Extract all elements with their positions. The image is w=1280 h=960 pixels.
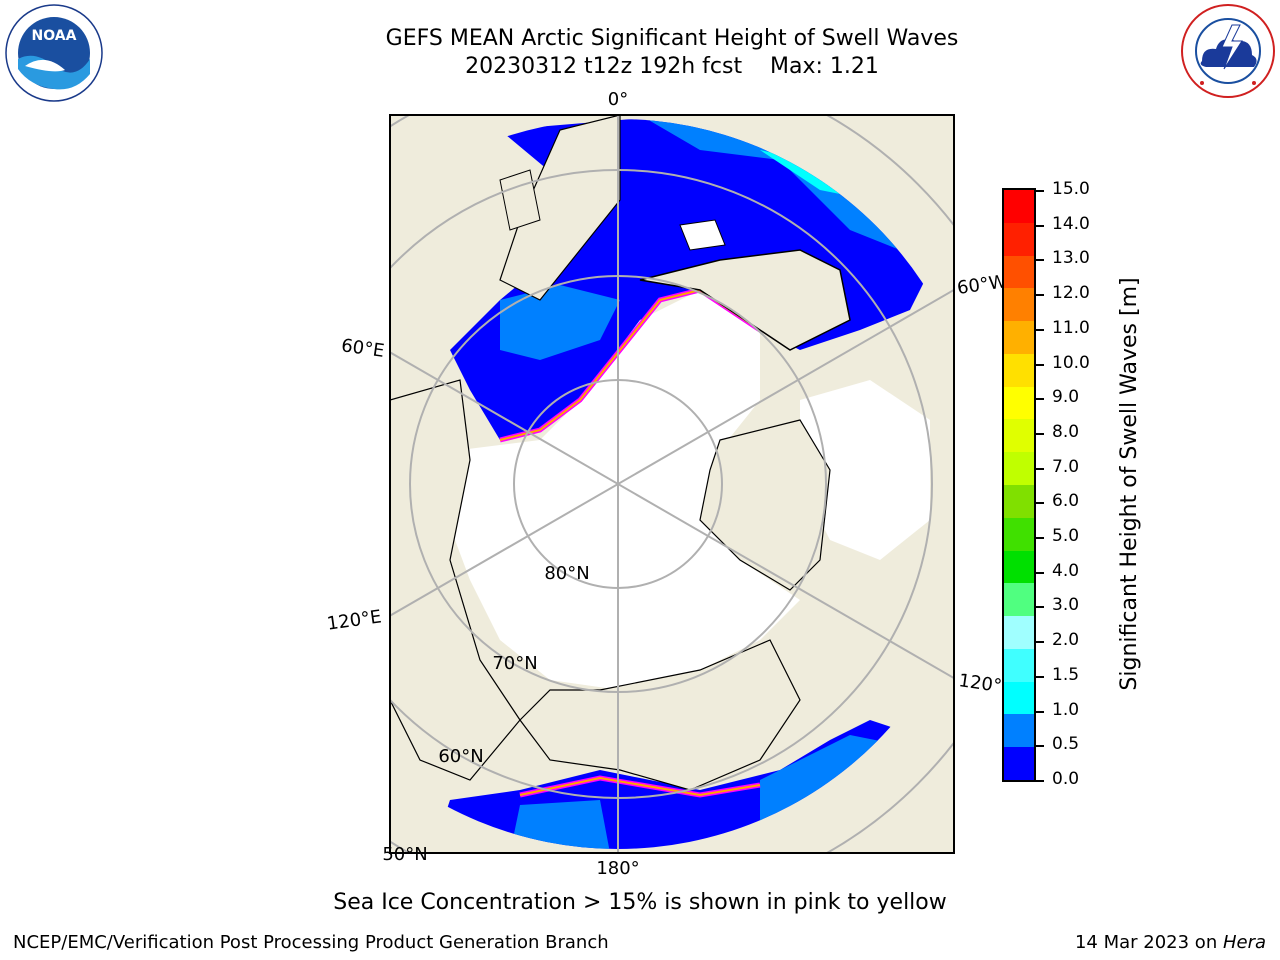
- colorbar-segment: [1004, 517, 1034, 551]
- colorbar-segment: [1004, 452, 1034, 485]
- footer-left: NCEP/EMC/Verification Post Processing Pr…: [13, 932, 609, 953]
- colorbar-segment: [1004, 222, 1034, 256]
- map-subtitle: 20230312 t12z 192h fcst Max: 1.21: [465, 54, 879, 79]
- lat-label-50: 50°N: [382, 844, 427, 865]
- ice-note: Sea Ice Concentration > 15% is shown in …: [333, 890, 947, 915]
- lon-label-60w: 60°W: [956, 271, 1008, 299]
- colorbar-segment: [1004, 681, 1034, 715]
- colorbar-tick-mark: [1036, 467, 1044, 470]
- colorbar-tick-mark: [1036, 606, 1044, 609]
- colorbar-tick-label: 6.0: [1052, 491, 1080, 512]
- nws-logo: [1180, 3, 1276, 99]
- footer-right: 14 Mar 2023 on Hera: [1075, 932, 1266, 953]
- barents-swell: [500, 285, 620, 360]
- footer-machine: Hera: [1222, 932, 1266, 953]
- british-isles: [499, 169, 541, 231]
- noaa-logo: NOAA: [5, 4, 103, 102]
- colorbar-tick-mark: [1036, 294, 1044, 297]
- colorbar-tick-label: 1.0: [1052, 699, 1080, 720]
- lon-label-0: 0°: [608, 89, 628, 110]
- colorbar-segment: [1004, 583, 1034, 617]
- colorbar-segment: [1004, 386, 1034, 420]
- colorbar-segment: [1004, 321, 1034, 354]
- colorbar-tick-mark: [1036, 675, 1044, 678]
- lon-label-120e: 120°E: [326, 606, 383, 634]
- colorbar-tick-label: 4.0: [1052, 560, 1080, 581]
- sea-ice: [440, 290, 800, 690]
- iceland: [679, 219, 726, 251]
- colorbar-tick-label: 0.0: [1052, 769, 1080, 789]
- colorbar-segment: [1004, 648, 1034, 682]
- colorbar-tick-mark: [1036, 432, 1044, 435]
- colorbar-tick-mark: [1036, 641, 1044, 644]
- colorbar-tick-mark: [1036, 363, 1044, 366]
- map-frame: [389, 114, 955, 854]
- lat-label-70: 70°N: [492, 653, 537, 674]
- colorbar-tick-mark: [1036, 190, 1044, 192]
- colorbar-tick-mark: [1036, 745, 1044, 748]
- colorbar-tick-mark: [1036, 328, 1044, 331]
- colorbar-tick-label: 15.0: [1052, 179, 1090, 199]
- lat-label-80: 80°N: [544, 563, 589, 584]
- lat-label-60: 60°N: [438, 746, 483, 767]
- colorbar-segment: [1004, 550, 1034, 584]
- colorbar-segment: [1004, 484, 1034, 518]
- colorbar-segment: [1004, 616, 1034, 649]
- colorbar-tick-label: 11.0: [1052, 317, 1090, 338]
- colorbar-segment: [1004, 255, 1034, 289]
- colorbar-tick-mark: [1036, 398, 1044, 401]
- colorbar-tick-mark: [1036, 571, 1044, 574]
- footer-date: 14 Mar 2023 on: [1074, 932, 1223, 953]
- lon-label-180: 180°: [596, 858, 639, 879]
- colorbar-tick-mark: [1036, 224, 1044, 227]
- sea-ice-canada: [800, 380, 930, 560]
- colorbar-tick-label: 9.0: [1052, 387, 1080, 408]
- colorbar: [1002, 188, 1036, 782]
- colorbar-tick-label: 1.5: [1052, 664, 1080, 685]
- map-title: GEFS MEAN Arctic Significant Height of S…: [385, 26, 959, 51]
- colorbar-label: Significant Height of Swell Waves [m]: [1117, 277, 1142, 691]
- scandinavia: [499, 115, 621, 301]
- colorbar-tick-label: 13.0: [1052, 248, 1090, 269]
- colorbar-tick-mark: [1036, 502, 1044, 505]
- noaa-logo-text: NOAA: [32, 28, 77, 44]
- colorbar-segment: [1004, 714, 1034, 748]
- colorbar-segment: [1004, 288, 1034, 322]
- colorbar-segment: [1004, 353, 1034, 387]
- colorbar-tick-label: 12.0: [1052, 283, 1090, 304]
- graticule: [390, 115, 954, 853]
- colorbar-tick-label: 3.0: [1052, 595, 1080, 616]
- colorbar-tick-label: 2.0: [1052, 630, 1080, 651]
- colorbar-tick-mark: [1036, 259, 1044, 262]
- colorbar-segment: [1004, 189, 1034, 223]
- colorbar-segment: [1004, 747, 1034, 780]
- colorbar-tick-label: 0.5: [1052, 734, 1080, 755]
- ice-edge-bering-inner: [519, 776, 761, 797]
- colorbar-segment: [1004, 419, 1034, 453]
- canadian-archipelago: [699, 419, 831, 591]
- lon-label-60e: 60°E: [340, 335, 386, 362]
- colorbar-tick-label: 8.0: [1052, 421, 1080, 442]
- colorbar-tick-label: 10.0: [1052, 352, 1090, 373]
- colorbar-tick-mark: [1036, 780, 1044, 782]
- colorbar-tick-mark: [1036, 710, 1044, 713]
- colorbar-tick-label: 7.0: [1052, 456, 1080, 477]
- meridian-120e-60w: [390, 288, 954, 617]
- colorbar-tick-label: 5.0: [1052, 526, 1080, 547]
- colorbar-tick-label: 14.0: [1052, 213, 1090, 234]
- colorbar-tick-mark: [1036, 537, 1044, 540]
- eurasia: [390, 379, 521, 781]
